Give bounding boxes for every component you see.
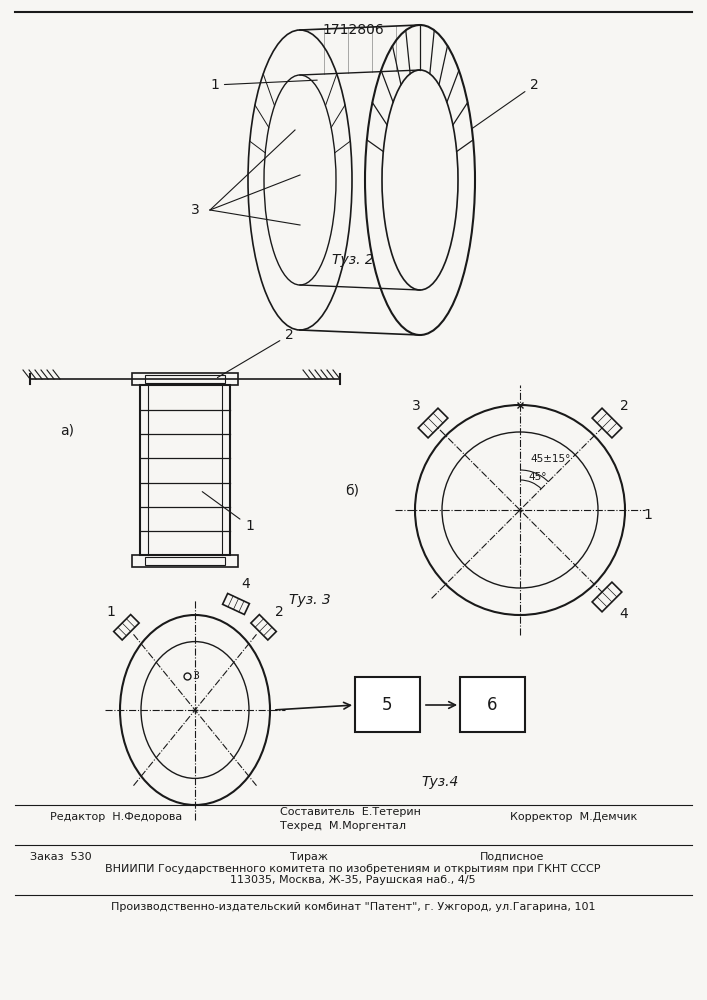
Text: Техред  М.Моргентал: Техред М.Моргентал: [280, 821, 406, 831]
Text: 45±15°: 45±15°: [530, 454, 571, 464]
Polygon shape: [592, 408, 622, 438]
Text: 2: 2: [472, 78, 539, 128]
Text: 2: 2: [619, 399, 629, 413]
Text: Составитель  Е.Тетерин: Составитель Е.Тетерин: [280, 807, 421, 817]
Text: Τуз. 3: Τуз. 3: [289, 593, 331, 607]
Text: Τуз. 2: Τуз. 2: [332, 253, 374, 267]
Text: 6: 6: [486, 696, 497, 714]
Text: 45°: 45°: [528, 472, 547, 482]
Text: Корректор  М.Демчик: Корректор М.Демчик: [510, 812, 637, 822]
Bar: [132, 555, 238, 567]
Text: Тираж: Тираж: [290, 852, 328, 862]
Text: Редактор  Н.Федорова: Редактор Н.Федорова: [50, 812, 182, 822]
Text: 2: 2: [275, 605, 284, 619]
Polygon shape: [418, 408, 448, 438]
Text: 4: 4: [241, 577, 250, 591]
Text: 1: 1: [202, 492, 254, 533]
Text: 2: 2: [217, 328, 293, 378]
Polygon shape: [223, 593, 250, 614]
Text: 3: 3: [192, 671, 199, 681]
Text: Τуз.4: Τуз.4: [421, 775, 459, 789]
Text: Производственно-издательский комбинат "Патент", г. Ужгород, ул.Гагарина, 101: Производственно-издательский комбинат "П…: [111, 902, 595, 912]
Text: ВНИИПИ Государственного комитета по изобретениям и открытиям при ГКНТ СССР: ВНИИПИ Государственного комитета по изоб…: [105, 864, 601, 874]
Bar: [132, 373, 238, 385]
Text: a): a): [60, 423, 74, 437]
Bar: [145, 375, 225, 383]
Bar: [145, 557, 225, 565]
Polygon shape: [592, 582, 622, 612]
Text: 1: 1: [210, 78, 317, 92]
Text: 5: 5: [382, 696, 392, 714]
Text: 113035, Москва, Ж-35, Раушская наб., 4/5: 113035, Москва, Ж-35, Раушская наб., 4/5: [230, 875, 476, 885]
Polygon shape: [114, 615, 139, 640]
Text: 1: 1: [107, 605, 115, 619]
Text: Заказ  530: Заказ 530: [30, 852, 92, 862]
Polygon shape: [251, 615, 276, 640]
Bar: [460, 677, 525, 732]
Bar: [140, 385, 230, 555]
Text: 3: 3: [411, 399, 421, 413]
Text: 1712806: 1712806: [322, 23, 384, 37]
Text: Подписное: Подписное: [480, 852, 544, 862]
Bar: [355, 677, 420, 732]
Text: 1: 1: [643, 508, 652, 522]
Text: 3: 3: [192, 203, 200, 217]
Text: б): б): [345, 483, 359, 497]
Text: 4: 4: [619, 607, 629, 621]
